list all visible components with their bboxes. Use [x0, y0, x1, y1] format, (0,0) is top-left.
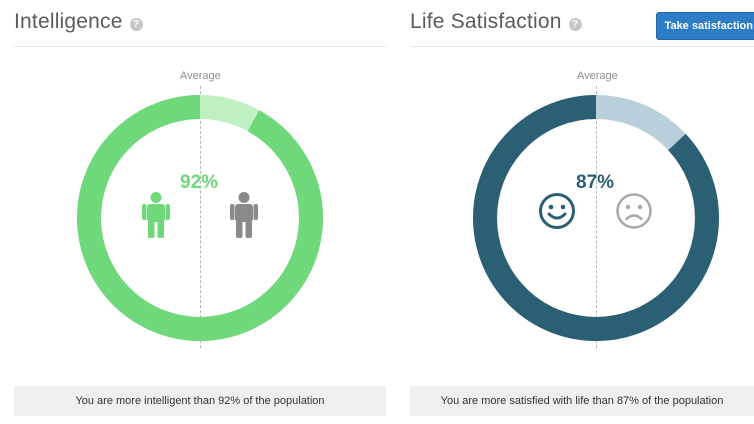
average-person-icon — [230, 192, 258, 238]
person-icon — [230, 192, 258, 243]
sad-face-icon-svg — [616, 193, 652, 229]
life-satisfaction-donut-fill — [473, 95, 719, 341]
life-satisfaction-title-row: Life Satisfaction ? Take satisfaction — [410, 10, 754, 40]
happy-face-icon-svg — [539, 193, 575, 229]
person-icon — [142, 192, 170, 243]
intelligence-panel: Intelligence ? Average 92% — [14, 0, 386, 424]
intelligence-title-row: Intelligence ? — [14, 10, 386, 40]
life-satisfaction-divider — [410, 46, 754, 47]
intelligence-average-label: Average — [180, 70, 221, 82]
intelligence-percent: 92% — [180, 172, 219, 193]
life-satisfaction-percent: 87% — [576, 172, 615, 193]
life-satisfaction-summary: You are more satisfied with life than 87… — [410, 386, 754, 416]
life-satisfaction-average-line — [596, 86, 597, 348]
intelligence-donut — [77, 95, 323, 341]
sad-face-icon — [615, 192, 653, 235]
intelligence-summary: You are more intelligent than 92% of the… — [14, 386, 386, 416]
life-satisfaction-panel: Life Satisfaction ? Take satisfaction Av… — [410, 0, 754, 424]
take-satisfaction-button[interactable]: Take satisfaction — [655, 12, 754, 40]
help-icon[interactable]: ? — [129, 17, 143, 31]
life-satisfaction-title: Life Satisfaction ? — [410, 10, 582, 34]
intelligence-person-icon — [142, 192, 170, 238]
help-icon[interactable]: ? — [568, 17, 582, 31]
intelligence-title-text: Intelligence — [14, 10, 123, 33]
intelligence-donut-svg — [77, 95, 323, 341]
intelligence-title: Intelligence ? — [14, 10, 143, 34]
life-satisfaction-donut-svg — [473, 95, 719, 341]
smiley-face-icon — [538, 192, 576, 235]
intelligence-donut-fill — [77, 95, 323, 341]
life-satisfaction-donut — [473, 95, 719, 341]
life-satisfaction-average-label: Average — [577, 70, 618, 82]
intelligence-divider — [14, 46, 386, 47]
life-satisfaction-title-text: Life Satisfaction — [410, 10, 562, 33]
intelligence-average-line — [200, 86, 201, 348]
